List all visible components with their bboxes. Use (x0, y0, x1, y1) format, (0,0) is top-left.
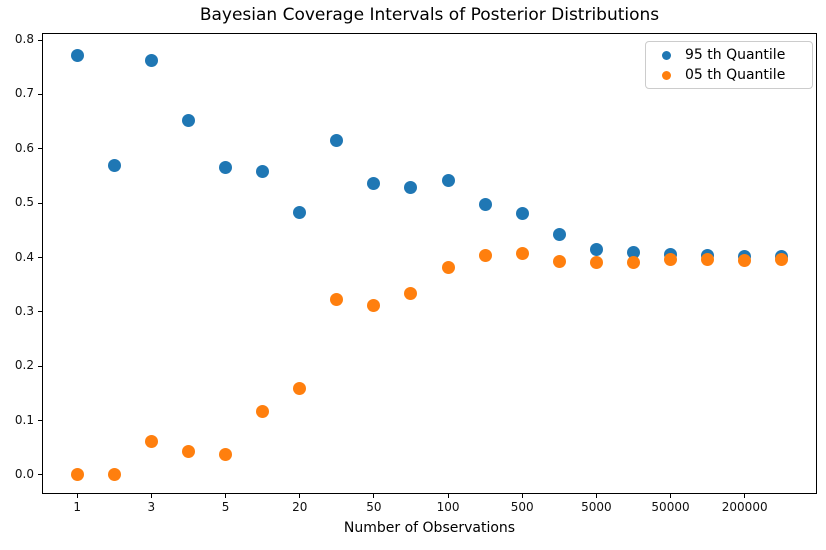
data-point-05th (589, 255, 603, 269)
data-point-05th (515, 246, 529, 260)
data-point-95th (552, 227, 566, 241)
y-tick-label: 0.6 (14, 140, 34, 155)
data-point-05th (478, 249, 492, 263)
x-tick-label: 20 (292, 500, 308, 514)
y-tick-label: 0.7 (14, 86, 34, 101)
data-point-05th (738, 253, 752, 267)
y-tick-label: 0.5 (14, 195, 34, 210)
data-point-05th (107, 468, 121, 482)
y-tick-mark (38, 202, 42, 204)
data-point-05th (552, 254, 566, 268)
data-point-05th (256, 405, 270, 419)
x-tick-mark (76, 494, 78, 498)
data-point-95th (330, 133, 344, 147)
data-point-95th (70, 49, 84, 63)
x-tick-label: 5000 (581, 500, 612, 514)
data-point-95th (181, 114, 195, 128)
data-point-05th (441, 260, 455, 274)
legend-marker-05th-icon (662, 70, 671, 80)
x-tick-label: 50000 (651, 500, 690, 514)
data-point-05th (404, 286, 418, 300)
data-point-05th (219, 447, 233, 461)
y-tick-mark (38, 257, 42, 259)
y-tick-mark (38, 474, 42, 476)
x-tick-label: 5 (221, 500, 230, 514)
data-point-05th (626, 256, 640, 270)
data-point-95th (626, 246, 640, 260)
x-tick-label: 200000 (721, 500, 768, 514)
y-tick-mark (38, 420, 42, 422)
data-point-95th (441, 173, 455, 187)
x-tick-mark (744, 494, 746, 498)
y-tick-mark (38, 311, 42, 313)
y-tick-mark (38, 93, 42, 95)
legend-entry-95th: 95 th Quantile (646, 45, 812, 65)
y-tick-label: 0.1 (14, 412, 34, 427)
legend-label-05th: 05 th Quantile (685, 67, 786, 83)
data-point-95th (256, 164, 270, 178)
y-tick-label: 0.8 (14, 32, 34, 47)
plot-area (42, 33, 817, 494)
data-point-05th (664, 253, 678, 267)
x-tick-label: 500 (510, 500, 534, 514)
legend-entry-05th: 05 th Quantile (646, 65, 812, 85)
y-tick-label: 0.2 (14, 358, 34, 373)
data-point-05th (701, 253, 715, 267)
chart-title: Bayesian Coverage Intervals of Posterior… (199, 5, 660, 25)
data-point-95th (107, 158, 121, 172)
data-point-95th (515, 206, 529, 220)
data-point-95th (478, 198, 492, 212)
x-tick-label: 1 (73, 500, 82, 514)
x-tick-mark (521, 494, 523, 498)
data-point-05th (775, 253, 789, 267)
y-tick-label: 0.4 (14, 249, 34, 264)
y-tick-mark (38, 365, 42, 367)
y-tick-label: 0.3 (14, 303, 34, 318)
data-point-05th (70, 467, 84, 481)
data-point-95th (219, 160, 233, 174)
data-point-05th (330, 293, 344, 307)
x-tick-mark (150, 494, 152, 498)
y-tick-mark (38, 148, 42, 150)
x-tick-mark (299, 494, 301, 498)
x-tick-label: 3 (147, 500, 156, 514)
data-point-95th (144, 53, 158, 67)
x-tick-mark (225, 494, 227, 498)
x-tick-label: 100 (436, 500, 460, 514)
data-point-05th (181, 444, 195, 458)
data-point-95th (404, 181, 418, 195)
x-tick-mark (670, 494, 672, 498)
data-point-95th (293, 206, 307, 220)
x-tick-mark (447, 494, 449, 498)
data-point-05th (367, 299, 381, 313)
x-tick-label: 50 (366, 500, 382, 514)
data-point-95th (367, 177, 381, 191)
y-tick-label: 0.0 (14, 466, 34, 481)
y-tick-mark (38, 39, 42, 41)
data-point-05th (293, 382, 307, 396)
x-tick-mark (595, 494, 597, 498)
data-point-95th (589, 242, 603, 256)
x-axis-label: Number of Observations (343, 520, 516, 536)
data-point-05th (144, 435, 158, 449)
legend-marker-95th-icon (662, 50, 671, 60)
x-tick-mark (373, 494, 375, 498)
legend-label-95th: 95 th Quantile (685, 47, 786, 63)
legend: 95 th Quantile 05 th Quantile (645, 41, 813, 89)
